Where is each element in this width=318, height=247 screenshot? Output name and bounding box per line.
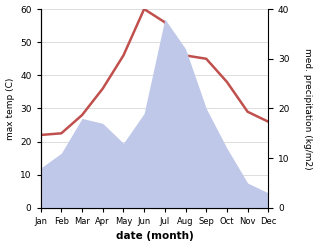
- X-axis label: date (month): date (month): [116, 231, 193, 242]
- Y-axis label: med. precipitation (kg/m2): med. precipitation (kg/m2): [303, 48, 313, 169]
- Y-axis label: max temp (C): max temp (C): [5, 77, 15, 140]
